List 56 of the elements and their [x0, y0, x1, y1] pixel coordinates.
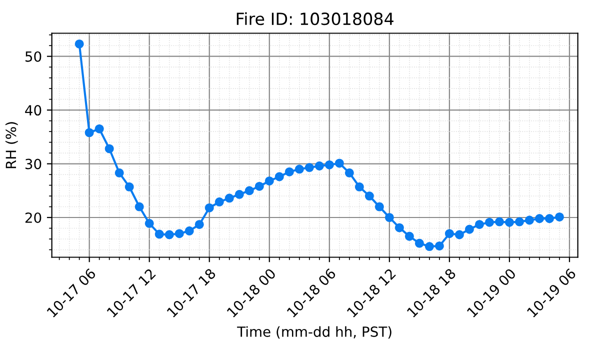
point [224, 194, 234, 203]
point [444, 229, 454, 238]
point [474, 220, 484, 229]
point [414, 238, 424, 248]
point [394, 223, 404, 232]
point [334, 158, 344, 168]
point [344, 168, 354, 178]
point [384, 212, 394, 222]
point [524, 216, 534, 225]
point [184, 226, 194, 236]
x-axis-title: Time (mm-dd hh, PST) [237, 326, 392, 339]
point [504, 218, 514, 227]
point [324, 160, 334, 170]
point [204, 203, 214, 212]
point [274, 172, 284, 182]
point [214, 197, 224, 206]
point [404, 232, 414, 241]
point [74, 39, 84, 49]
point [154, 230, 164, 239]
y-tick-label: 50 [26, 51, 42, 62]
chart-title: Fire ID: 103018084 [236, 12, 394, 26]
point [424, 242, 434, 252]
point [484, 218, 494, 227]
point [134, 202, 144, 212]
point [554, 212, 564, 222]
point [94, 124, 104, 134]
point [284, 167, 294, 176]
y-axis-title: RH (%) [5, 122, 18, 168]
point [354, 182, 364, 192]
point [494, 217, 504, 226]
point [144, 218, 154, 228]
point [374, 202, 384, 212]
point [114, 168, 124, 178]
y-tick-label: 30 [25, 158, 42, 170]
point [124, 182, 134, 192]
point [164, 230, 174, 240]
point [304, 163, 314, 172]
point [464, 224, 474, 234]
point [244, 186, 254, 196]
point [234, 190, 244, 199]
point [104, 144, 114, 154]
point [264, 176, 274, 186]
point [254, 182, 264, 191]
y-tick-label: 20 [25, 212, 42, 223]
point [294, 164, 304, 174]
point [314, 161, 324, 170]
y-tick-label: 40 [25, 105, 42, 116]
point [364, 192, 374, 201]
point [514, 217, 524, 226]
point [544, 214, 554, 224]
point [454, 230, 464, 240]
point [174, 229, 184, 238]
point [534, 214, 544, 224]
point [194, 220, 204, 229]
point [434, 241, 444, 250]
point [84, 128, 94, 138]
